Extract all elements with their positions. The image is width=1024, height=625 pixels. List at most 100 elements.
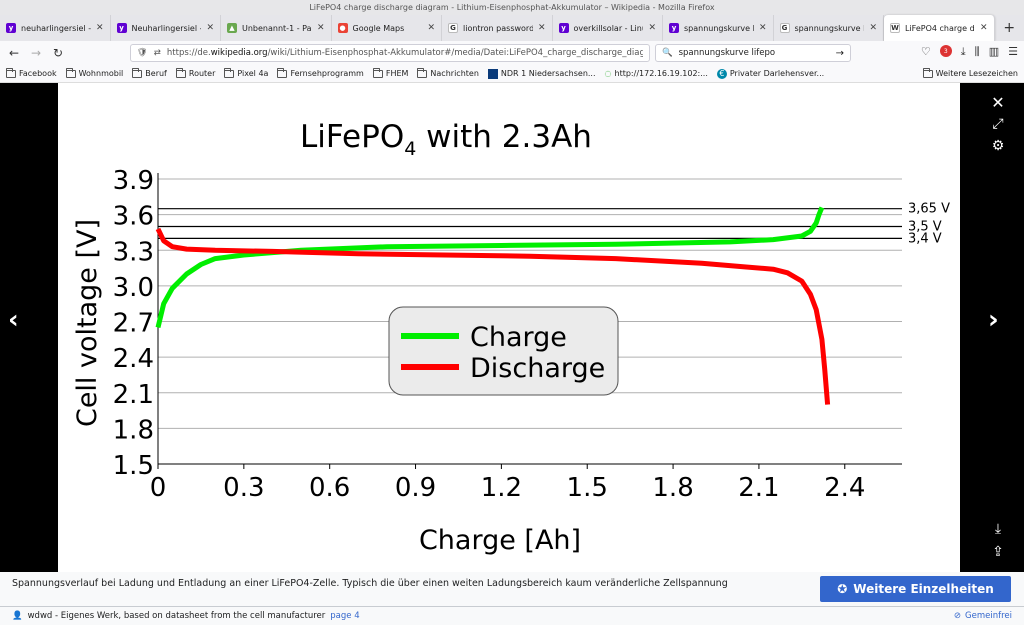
search-go-icon[interactable]: → [835,47,844,59]
bookmark-0[interactable]: Facebook [6,67,57,78]
bookmark-4[interactable]: Pixel 4a [224,67,268,78]
bookmark-label: http://172.16.19.102:... [614,69,708,78]
x-tick-label: 2.1 [738,473,779,503]
folder-icon [65,67,76,78]
y-tick-label: 3.6 [113,202,154,232]
attribution-bar: 👤 wdwd - Eigenes Werk, based on datashee… [0,606,1024,625]
tab-close-icon[interactable]: ✕ [95,23,104,33]
bookmark-label: Privater Darlehensver... [729,69,825,78]
reload-button[interactable]: ↻ [52,46,64,60]
tab-close-icon[interactable]: ✕ [869,23,877,33]
bookmark-label: NDR 1 Niedersachsen... [500,69,596,78]
bookmark-5[interactable]: Fernsehprogramm [277,67,364,78]
media-viewer: ‹ LiFePO4 with 2.3Ah 1.5 1.8 2.1 2.4 2.7 3.0 3.… [0,83,1024,572]
tab-2[interactable]: ▲ Unbenannt-1 - Parzel ✕ [221,15,332,41]
previous-image-icon[interactable]: ‹ [8,305,19,335]
next-image-icon[interactable]: › [988,305,999,335]
share-icon[interactable]: ⇪ [992,544,1004,560]
search-input[interactable]: spannungskurve lifepo [678,48,776,58]
x-tick-label: 0 [150,473,167,503]
image-caption-bar: Spannungsverlauf bei Ladung und Entladun… [0,572,1024,606]
folder-icon [417,67,428,78]
tab-8[interactable]: W LiFePO4 charge disch ✕ [884,15,995,41]
y-tick-label: 3.9 [113,166,154,196]
yahoo-icon: y [6,23,16,33]
bookmark-10[interactable]: € Privater Darlehensver... [716,68,825,79]
tab-close-icon[interactable]: ✕ [537,23,546,33]
more-details-button[interactable]: ✪ Weitere Einzelheiten [820,576,1011,602]
folder-icon [6,67,16,78]
forward-button[interactable]: → [30,46,42,60]
downloads-icon[interactable]: ⤓ [960,45,966,58]
folder-icon [372,67,383,78]
fullscreen-icon[interactable]: ⤢ [992,116,1004,132]
search-icon: 🔍 [662,48,673,58]
tab-6[interactable]: y spannungskurve lifep ✕ [663,15,774,41]
tab-title: liontron password - G [463,23,533,33]
folder-icon [224,67,235,78]
tab-3[interactable]: ● Google Maps ✕ [332,15,442,41]
bookmark-1[interactable]: Wohnmobil [65,67,123,78]
reference-line-label: 3,65 V [908,202,950,217]
bookmark-7[interactable]: Nachrichten [417,67,479,78]
sidebar-icon[interactable]: ▥ [988,45,1000,58]
permissions-icon[interactable]: ⇄ [153,48,161,58]
source-link[interactable]: page 4 [330,611,360,621]
license-link[interactable]: ⊘ Gemeinfrei [953,611,1012,621]
close-icon[interactable]: ✕ [991,92,1005,112]
bookmark-2[interactable]: Beruf [132,67,167,78]
bookmark-8[interactable]: NDR 1 Niedersachsen... [487,68,596,79]
tab-0[interactable]: y neuharlingersiel - Lin ✕ [0,15,111,41]
google-icon: G [448,23,458,33]
folder-icon [175,67,186,78]
tab-close-icon[interactable]: ✕ [979,23,988,33]
url-bar[interactable]: 🛡 ⇄ https://de.wikipedia.org/wiki/Lithiu… [130,44,650,62]
library-icon[interactable]: ⫼ [974,45,980,58]
other-bookmarks[interactable]: Weitere Lesezeichen [922,67,1018,78]
series-line-charge [155,206,825,328]
tab-close-icon[interactable]: ✕ [648,23,656,33]
wikipedia-icon: W [890,23,900,33]
user-icon: 👤 [12,611,23,621]
tab-title: overkillsolar - Linux K [573,23,644,33]
tab-close-icon[interactable]: ✕ [427,23,435,33]
bookmark-label: Facebook [19,69,57,78]
settings-gear-icon[interactable]: ⚙ [991,138,1005,154]
menu-icon[interactable]: ☰ [1008,45,1018,58]
y-tick-label: 1.5 [113,451,154,481]
extension-badge-icon[interactable]: 3 [939,45,952,57]
y-axis-label: Cell voltage [V] [72,219,103,427]
yahoo-icon: y [669,23,679,33]
google-icon: G [779,23,790,33]
attribution-text: wdwd - Eigenes Werk, based on datasheet … [27,611,326,621]
new-tab-button[interactable]: + [1003,20,1016,36]
tab-title: Google Maps [352,23,405,33]
download-icon[interactable]: ⤓ [994,521,1002,537]
tab-close-icon[interactable]: ✕ [316,23,325,33]
tab-1[interactable]: y Neuharlingersiel - Da ✕ [111,15,221,41]
back-button[interactable]: ← [8,46,20,60]
x-tick-label: 0.6 [309,473,350,503]
tab-close-icon[interactable]: ✕ [758,23,767,33]
pocket-icon[interactable]: ♡ [920,45,931,58]
bookmark-3[interactable]: Router [175,67,216,78]
tab-5[interactable]: y overkillsolar - Linux K ✕ [553,15,663,41]
tab-title: Neuharlingersiel - Da [131,23,202,33]
search-bar[interactable]: 🔍 spannungskurve lifepo → [655,44,851,62]
tab-title: neuharlingersiel - Lin [21,23,91,33]
yahoo-icon: y [116,23,127,33]
x-tick-label: 2.4 [824,473,865,503]
bookmark-label: Router [188,69,216,78]
tab-title: spannungskurve lifep [684,23,754,33]
bookmark-9[interactable]: ◌ http://172.16.19.102:... [605,69,708,78]
tab-close-icon[interactable]: ✕ [206,23,214,33]
bookmark-label: FHEM [385,69,409,78]
x-axis-label: Charge [Ah] [419,525,581,556]
shield-icon[interactable]: 🛡 [137,48,148,58]
reference-line-label: 3,4 V [908,231,942,246]
bookmark-6[interactable]: FHEM [372,67,409,78]
legend-label: Discharge [470,353,605,384]
tab-title: Unbenannt-1 - Parzel [242,23,312,33]
